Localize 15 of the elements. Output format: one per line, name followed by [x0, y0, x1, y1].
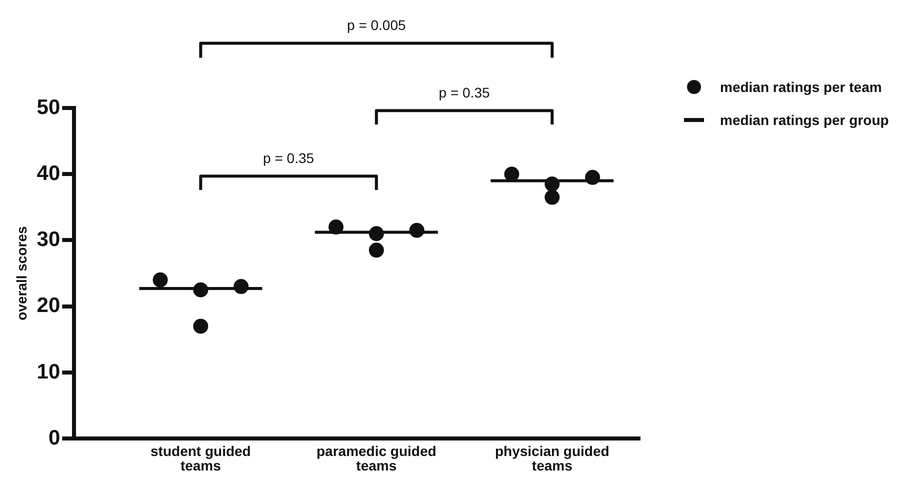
legend-label: median ratings per team: [720, 79, 882, 95]
annotation: p = 0.35: [263, 150, 314, 166]
y-tick-label: 20: [36, 294, 60, 318]
y-axis-title: overall scores: [13, 226, 30, 320]
y-tick-label: 10: [36, 360, 60, 384]
y-tick-label: 30: [36, 228, 60, 252]
x-tick-label: paramedic guided teams: [316, 442, 436, 474]
y-tick-label: 0: [48, 426, 60, 450]
y-tick-label: 50: [36, 96, 60, 119]
y-tick-label: 40: [36, 162, 60, 185]
text: p = 0.005: [347, 17, 406, 34]
x-tick-label: student guided teams: [150, 442, 251, 474]
legend-label: median ratings per group: [720, 112, 889, 128]
text: p = 0.35: [438, 84, 490, 101]
x-tick-label: physician guided teams: [494, 442, 610, 474]
